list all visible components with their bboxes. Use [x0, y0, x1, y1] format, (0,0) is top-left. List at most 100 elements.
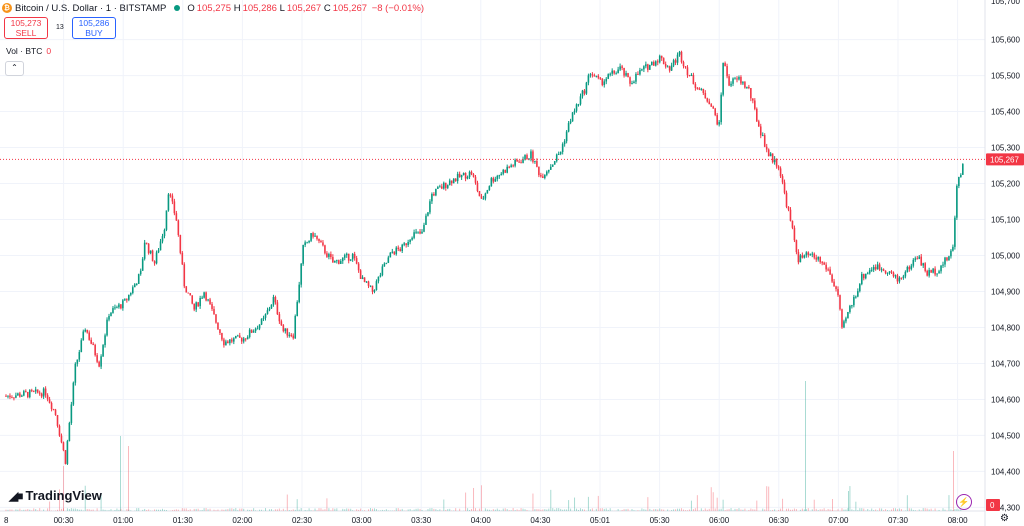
- candle-body: [651, 62, 653, 65]
- volume-bar: [70, 508, 72, 511]
- close-label: C: [323, 2, 331, 14]
- candle-body: [734, 78, 736, 80]
- candle-body: [954, 217, 956, 247]
- candle-body: [567, 123, 570, 132]
- candle-body: [185, 286, 188, 293]
- candle-body: [912, 259, 915, 266]
- volume-bar: [552, 508, 554, 511]
- candle-body: [841, 309, 843, 328]
- candle-body: [530, 151, 532, 159]
- candle-body: [272, 297, 275, 305]
- volume-bar: [508, 510, 510, 511]
- volume-bar: [292, 509, 294, 511]
- candle-body: [779, 168, 782, 177]
- candle-body: [405, 243, 407, 246]
- candle-body: [862, 274, 865, 279]
- collapse-button[interactable]: ⌃: [5, 61, 24, 76]
- candle-body: [755, 108, 758, 122]
- candle-body: [417, 231, 419, 233]
- volume-bar: [300, 508, 302, 511]
- candle-body: [86, 329, 89, 333]
- candle-body: [948, 256, 950, 261]
- volume-bar: [221, 509, 223, 511]
- volume-bar: [892, 508, 894, 511]
- volume-bar: [92, 509, 94, 511]
- candle-body: [153, 261, 156, 264]
- candle-body: [908, 267, 911, 270]
- volume-bar: [778, 509, 780, 511]
- time-tick-label: 01:00: [113, 516, 134, 525]
- candle-body: [853, 296, 855, 306]
- price-tick-label: 104,800: [991, 323, 1020, 332]
- volume-bar: [9, 509, 11, 511]
- volume-bar: [659, 508, 661, 511]
- candle-body: [365, 281, 368, 283]
- candle-body: [771, 153, 774, 163]
- volume-bar: [7, 509, 9, 511]
- volume-bar: [108, 510, 110, 511]
- candle-body: [916, 258, 919, 260]
- candle-body: [375, 281, 378, 290]
- volume-bar: [621, 509, 623, 511]
- candle-body: [785, 192, 788, 207]
- volume-bar: [538, 509, 540, 511]
- gear-icon[interactable]: ⚙: [1000, 513, 1009, 524]
- candle-body: [460, 175, 463, 178]
- candle-body: [773, 158, 776, 163]
- candle-body: [373, 289, 376, 292]
- volume-bar: [578, 509, 580, 511]
- candle-body: [104, 335, 106, 346]
- candle-body: [781, 176, 784, 183]
- candle-body: [131, 287, 134, 293]
- volume-bar: [19, 508, 21, 511]
- volume-bar: [710, 487, 712, 511]
- candle-body: [407, 241, 409, 246]
- candle-body: [710, 104, 713, 107]
- candle-body: [868, 270, 871, 274]
- volume-bar: [952, 510, 954, 511]
- candle-body: [401, 244, 403, 252]
- volume-bar: [488, 509, 490, 511]
- candle-body: [656, 61, 659, 63]
- sell-button[interactable]: 105,273 SELL: [4, 17, 48, 39]
- candle-body: [714, 108, 716, 116]
- candle-body: [688, 75, 691, 77]
- candle-body: [680, 51, 683, 63]
- volume-bar: [887, 510, 889, 511]
- volume-bar: [86, 509, 88, 511]
- time-tick-label: 06:30: [769, 516, 790, 525]
- buy-button[interactable]: 105,286 BUY: [72, 17, 116, 39]
- volume-bar: [144, 508, 146, 511]
- volume-bar: [841, 508, 843, 511]
- volume-bar: [920, 510, 922, 511]
- volume-bar: [583, 509, 585, 511]
- volume-bar: [667, 509, 669, 511]
- volume-bar: [877, 510, 879, 511]
- volume-bar: [805, 509, 807, 511]
- candle-body: [30, 390, 33, 392]
- volume-bar: [114, 509, 116, 511]
- candle-body: [94, 344, 96, 356]
- volume-bar: [437, 510, 439, 511]
- candle-body: [589, 74, 592, 76]
- candle-body: [847, 312, 849, 319]
- candle-body: [399, 249, 402, 252]
- volume-bar: [885, 509, 887, 511]
- volume-bar: [199, 510, 201, 511]
- candle-body: [102, 345, 104, 357]
- volume-bar: [716, 497, 718, 511]
- volume-bar: [544, 509, 546, 511]
- candle-body: [761, 135, 764, 137]
- volume-bar: [534, 509, 536, 511]
- volume-bar: [280, 510, 282, 511]
- volume-bar: [181, 508, 183, 511]
- bolt-icon[interactable]: ⚡: [956, 494, 972, 510]
- candle-body: [320, 241, 322, 243]
- candle-body: [815, 257, 818, 260]
- volume-bar: [383, 510, 385, 511]
- candle-body: [924, 263, 926, 271]
- volume-bar: [599, 508, 601, 511]
- volume-bar: [623, 509, 625, 511]
- volume-bar: [522, 508, 524, 511]
